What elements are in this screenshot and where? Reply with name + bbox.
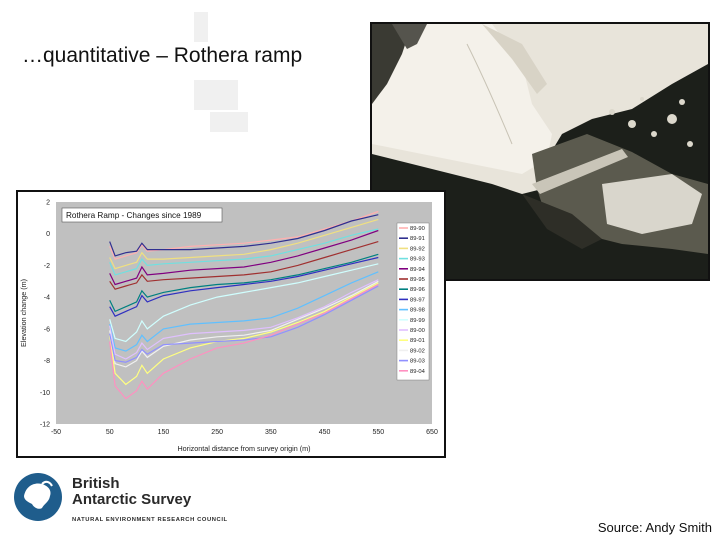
series-line-89-02 bbox=[109, 280, 379, 368]
x-tick-label: -50 bbox=[51, 429, 61, 436]
chart-title: Rothera Ramp - Changes since 1989 bbox=[66, 211, 202, 220]
y-tick-label: -8 bbox=[44, 358, 50, 365]
series-line-89-04 bbox=[109, 283, 379, 400]
y-axis-label: Elevation change (m) bbox=[19, 279, 28, 347]
legend-label: 89-99 bbox=[410, 318, 425, 324]
slide-title: …quantitative – Rothera ramp bbox=[22, 44, 303, 67]
y-tick-label: -4 bbox=[44, 295, 50, 302]
legend-label: 89-92 bbox=[410, 246, 425, 252]
logo-line1: British bbox=[72, 475, 120, 492]
series-line-89-90 bbox=[109, 210, 379, 260]
legend-label: 89-93 bbox=[410, 257, 425, 263]
bas-logo: British Antarctic Survey NATURAL ENVIRON… bbox=[14, 473, 228, 523]
x-tick-label: 250 bbox=[211, 429, 223, 436]
y-tick-label: -6 bbox=[44, 326, 50, 333]
series-line-89-94 bbox=[109, 229, 379, 286]
logo-line3: NATURAL ENVIRONMENT RESEARCH COUNCIL bbox=[72, 517, 228, 523]
source-credit: Source: Andy Smith bbox=[597, 520, 712, 535]
series-line-89-96 bbox=[109, 253, 379, 313]
legend-label: 89-03 bbox=[410, 359, 425, 365]
logo-line2: Antarctic Survey bbox=[72, 491, 192, 508]
legend-label: 89-90 bbox=[410, 226, 425, 232]
watermark-graphic bbox=[194, 12, 248, 132]
series-line-89-97 bbox=[109, 256, 379, 317]
series-line-89-91 bbox=[109, 214, 379, 257]
chart-svg: Rothera Ramp - Changes since 1989 -50 50 1… bbox=[19, 200, 438, 454]
legend-label: 89-02 bbox=[410, 348, 425, 354]
legend-label: 89-04 bbox=[410, 369, 426, 375]
series-line-89-95 bbox=[109, 241, 379, 290]
series-line-89-03 bbox=[109, 285, 379, 363]
x-tick-label: 650 bbox=[426, 429, 438, 436]
x-tick-label: 50 bbox=[106, 429, 114, 436]
elevation-change-chart: Rothera Ramp - Changes since 1989 -50 50 1… bbox=[16, 190, 446, 458]
series-line-89-00 bbox=[109, 279, 379, 360]
y-tick-label: -2 bbox=[44, 263, 50, 270]
series-line-89-99 bbox=[109, 263, 379, 343]
series-line-89-92 bbox=[109, 218, 379, 270]
y-tick-label: -12 bbox=[40, 422, 50, 429]
legend-label: 89-94 bbox=[410, 267, 426, 273]
legend-label: 89-97 bbox=[410, 297, 425, 303]
legend-label: 89-00 bbox=[410, 328, 425, 334]
x-axis-label: Horizontal distance from survey origin (… bbox=[177, 444, 310, 453]
chart-title-box bbox=[61, 207, 223, 223]
legend-label: 89-95 bbox=[410, 277, 425, 283]
legend-label: 89-98 bbox=[410, 308, 425, 314]
series-line-89-01 bbox=[109, 282, 379, 386]
series-line-89-93 bbox=[109, 228, 379, 276]
plot-area bbox=[56, 202, 432, 424]
y-tick-label: -10 bbox=[40, 390, 50, 397]
x-tick-label: 150 bbox=[158, 429, 170, 436]
x-tick-label: 450 bbox=[319, 429, 331, 436]
y-tick-label: 2 bbox=[46, 200, 50, 207]
y-tick-label: 0 bbox=[46, 231, 50, 238]
legend-label: 89-96 bbox=[410, 287, 425, 293]
x-tick-label: 350 bbox=[265, 429, 277, 436]
series-line-89-98 bbox=[109, 271, 379, 352]
legend-label: 89-01 bbox=[410, 338, 425, 344]
legend-label: 89-91 bbox=[410, 236, 425, 242]
x-tick-label: 550 bbox=[372, 429, 384, 436]
